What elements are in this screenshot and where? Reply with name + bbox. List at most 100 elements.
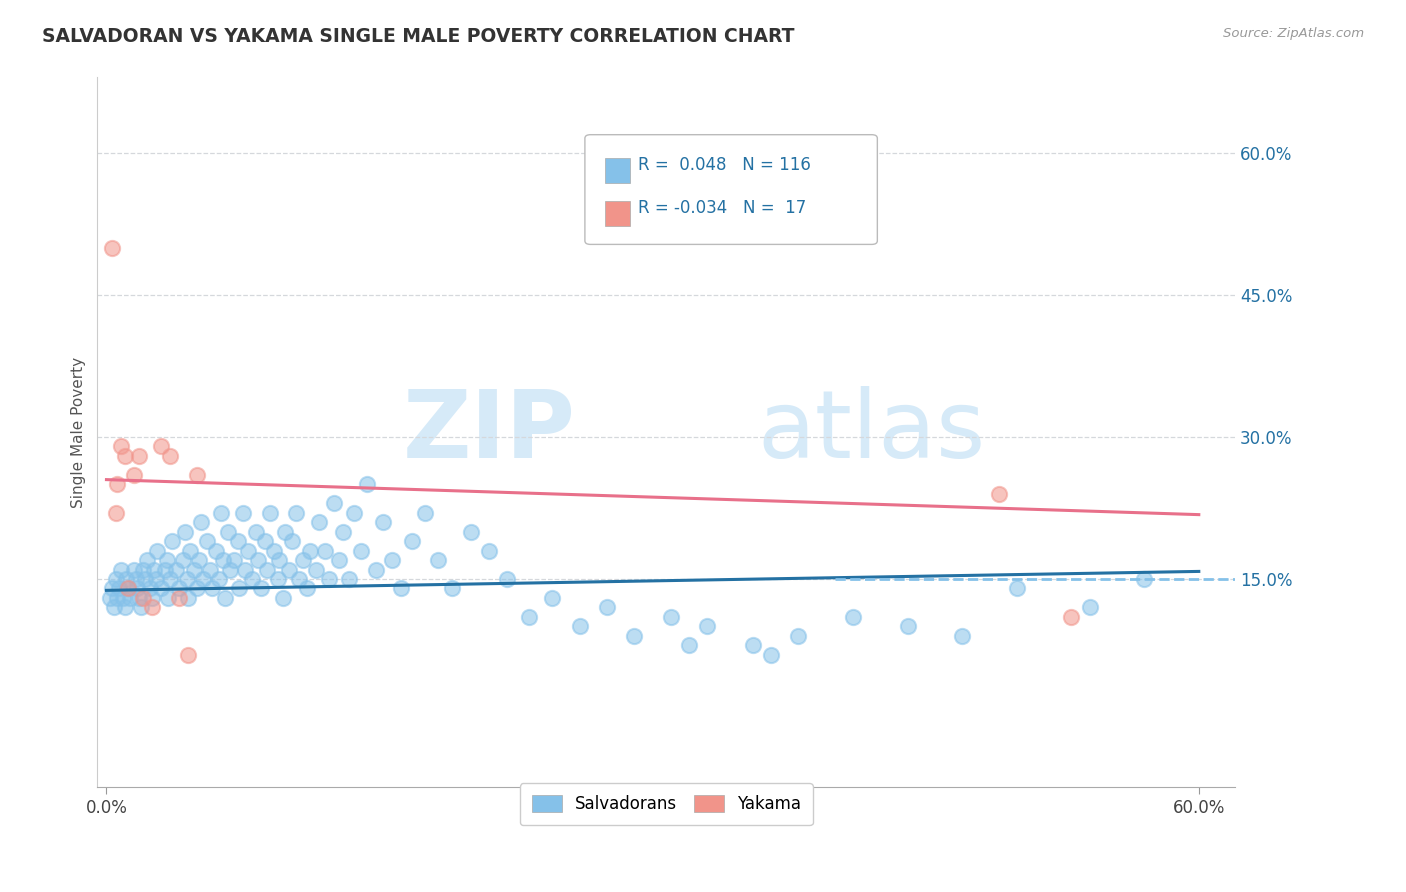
Point	[124, 572, 146, 586]
Point	[356, 477, 378, 491]
Point	[233, 562, 256, 576]
Point	[141, 591, 163, 605]
Point	[250, 582, 273, 596]
Point	[101, 241, 124, 255]
Point	[117, 582, 139, 596]
Point	[201, 582, 224, 596]
Point	[222, 553, 245, 567]
Point	[120, 591, 142, 605]
Point	[208, 572, 231, 586]
Point	[896, 619, 918, 633]
Point	[165, 562, 187, 576]
Point	[105, 477, 128, 491]
Point	[191, 572, 214, 586]
Text: R = -0.034   N =  17: R = -0.034 N = 17	[638, 199, 807, 217]
Point	[256, 562, 278, 576]
Point	[299, 543, 322, 558]
Point	[122, 467, 145, 482]
Point	[98, 591, 121, 605]
Legend: Salvadorans, Yakama: Salvadorans, Yakama	[520, 783, 813, 825]
Point	[173, 524, 195, 539]
Point	[596, 600, 619, 615]
Point	[332, 524, 354, 539]
Point	[142, 562, 165, 576]
Point	[214, 591, 236, 605]
Point	[277, 562, 299, 576]
Point	[328, 553, 350, 567]
Point	[217, 524, 239, 539]
Point	[266, 572, 288, 586]
Point	[314, 543, 336, 558]
Point	[146, 543, 169, 558]
Point	[659, 610, 682, 624]
Point	[145, 572, 167, 586]
Point	[104, 506, 127, 520]
Point	[292, 553, 315, 567]
Point	[157, 591, 180, 605]
Point	[318, 572, 340, 586]
Point	[188, 553, 211, 567]
Point	[128, 449, 150, 463]
Point	[350, 543, 373, 558]
Point	[117, 582, 139, 596]
Point	[1133, 572, 1156, 586]
Point	[401, 534, 423, 549]
Point	[103, 600, 125, 615]
Point	[460, 524, 482, 539]
Point	[517, 610, 540, 624]
Point	[159, 449, 181, 463]
Point	[1078, 600, 1101, 615]
Point	[240, 572, 263, 586]
Point	[110, 440, 132, 454]
Point	[1005, 582, 1028, 596]
Point	[135, 553, 157, 567]
Point	[284, 506, 307, 520]
Point	[741, 638, 763, 652]
Point	[212, 553, 235, 567]
Text: SALVADORAN VS YAKAMA SINGLE MALE POVERTY CORRELATION CHART: SALVADORAN VS YAKAMA SINGLE MALE POVERTY…	[42, 27, 794, 45]
Text: Source: ZipAtlas.com: Source: ZipAtlas.com	[1223, 27, 1364, 40]
Point	[177, 591, 200, 605]
Point	[150, 582, 173, 596]
Point	[139, 582, 162, 596]
Point	[238, 543, 260, 558]
Point	[104, 572, 127, 586]
Point	[114, 600, 136, 615]
Point	[842, 610, 865, 624]
Point	[200, 562, 222, 576]
Point	[219, 562, 242, 576]
Point	[246, 553, 269, 567]
Point	[568, 619, 591, 633]
Point	[150, 440, 173, 454]
Point	[308, 515, 330, 529]
Point	[271, 591, 294, 605]
Point	[186, 467, 208, 482]
Point	[263, 543, 285, 558]
Point	[204, 543, 226, 558]
Point	[623, 629, 645, 643]
Point	[195, 534, 218, 549]
Point	[115, 572, 138, 586]
Point	[108, 582, 131, 596]
Point	[759, 648, 782, 662]
Point	[169, 582, 191, 596]
Point	[373, 515, 395, 529]
Point	[259, 506, 281, 520]
Point	[172, 553, 194, 567]
Point	[228, 582, 250, 596]
Point	[245, 524, 267, 539]
Point	[364, 562, 387, 576]
Point	[134, 572, 156, 586]
Point	[343, 506, 366, 520]
Point	[128, 591, 150, 605]
Point	[696, 619, 718, 633]
Point	[155, 553, 177, 567]
Point	[541, 591, 564, 605]
Point	[426, 553, 449, 567]
Point	[153, 562, 176, 576]
Point	[169, 591, 191, 605]
Point	[179, 543, 201, 558]
Point	[159, 572, 181, 586]
Point	[183, 562, 205, 576]
Point	[190, 515, 212, 529]
